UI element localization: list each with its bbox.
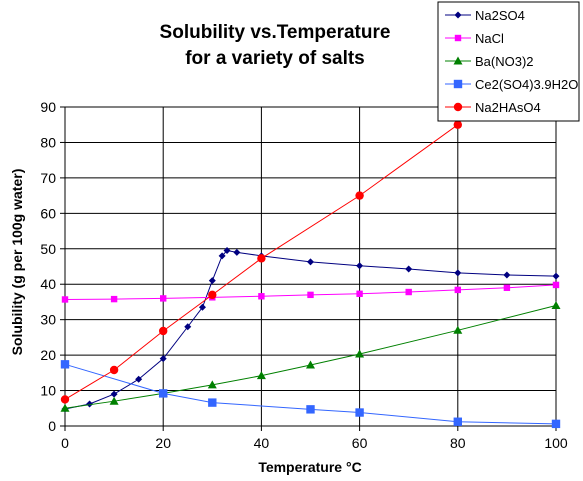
data-point-ce2-so4-3-9h2o xyxy=(306,405,315,414)
series-ba-no3-2 xyxy=(60,300,561,412)
data-point-na2so4 xyxy=(184,323,192,331)
data-point-ce2-so4-3-9h2o xyxy=(453,417,462,426)
data-point-na2so4 xyxy=(218,252,226,260)
series-line-ce2-so4-3-9h2o xyxy=(64,363,557,425)
data-point-na2so4 xyxy=(86,400,94,408)
data-point-na2haso4 xyxy=(355,191,364,200)
x-axis-title: Temperature °C xyxy=(258,459,361,475)
data-point-na2haso4 xyxy=(159,326,168,336)
y-tick-label: 40 xyxy=(40,276,56,292)
data-point-ba-no3-2 xyxy=(256,371,266,380)
series-line-ba-no3-2 xyxy=(64,305,557,409)
data-point-na2haso4 xyxy=(109,365,119,375)
series-nacl xyxy=(61,281,560,303)
data-point-ce2-so4-3-9h2o xyxy=(208,398,217,407)
data-point-na2haso4 xyxy=(208,290,217,300)
data-point-na2so4 xyxy=(110,390,118,398)
x-tick-label: 60 xyxy=(352,435,368,451)
data-point-ce2-so4-3-9h2o xyxy=(60,360,70,369)
data-point-na2so4 xyxy=(223,247,231,255)
x-tick-label: 80 xyxy=(450,435,466,451)
data-point-na2haso4 xyxy=(257,254,266,263)
x-tick-label: 20 xyxy=(155,435,171,451)
legend-entry-ba-no3-2: Ba(NO3)2 xyxy=(445,54,534,69)
y-tick-label: 80 xyxy=(40,134,56,150)
x-tick-label: 0 xyxy=(61,435,69,451)
legend-swatch-marker xyxy=(454,11,462,19)
legend-label: Na2SO4 xyxy=(475,8,525,23)
y-tick-label: 90 xyxy=(40,99,56,115)
data-point-nacl xyxy=(110,295,118,303)
y-tick-label: 30 xyxy=(40,312,56,328)
series-ce2-so4-3-9h2o xyxy=(60,360,561,429)
legend-label: Ce2(SO4)3.9H2O xyxy=(475,77,578,92)
data-point-ba-no3-2 xyxy=(551,300,561,309)
data-point-ba-no3-2 xyxy=(207,380,217,389)
tick-labels: 0 10 20 30 40 50 60 70 80 90 0 20 40 60 80 100 xyxy=(40,99,567,451)
data-point-ba-no3-2 xyxy=(306,360,315,369)
series-line-na2so4 xyxy=(64,250,557,410)
y-tick-label: 50 xyxy=(40,241,56,257)
legend-swatch-marker xyxy=(453,56,463,65)
data-point-nacl xyxy=(61,296,69,303)
y-tick-label: 60 xyxy=(40,205,56,221)
legend-swatch-marker xyxy=(454,34,462,42)
y-tick-label: 0 xyxy=(48,418,56,434)
data-point-nacl xyxy=(258,293,265,300)
data-point-na2so4 xyxy=(503,271,511,279)
legend-entry-ce2-so4-3-9h2o: Ce2(SO4)3.9H2O xyxy=(445,77,578,92)
data-point-na2so4 xyxy=(405,265,413,273)
data-point-ba-no3-2 xyxy=(355,349,365,358)
data-point-na2so4 xyxy=(135,375,143,383)
legend: Na2SO4 NaCl Ba(NO3)2 Ce2(SO4)3.9H2O Na2HAsO… xyxy=(437,1,580,122)
chart-title-line-1: Solubility vs.Temperature xyxy=(160,22,391,43)
legend-swatch-marker xyxy=(453,79,463,89)
y-tick-label: 20 xyxy=(40,347,56,363)
data-point-na2haso4 xyxy=(60,395,70,404)
data-point-nacl xyxy=(405,288,412,296)
data-point-na2so4 xyxy=(198,303,206,311)
x-tick-label: 40 xyxy=(254,435,270,451)
data-point-nacl xyxy=(552,281,560,289)
data-point-na2so4 xyxy=(208,277,216,285)
data-point-nacl xyxy=(160,295,167,302)
data-point-na2haso4 xyxy=(453,120,462,129)
series-na2haso4 xyxy=(60,120,462,404)
axes xyxy=(64,106,557,427)
legend-swatch-marker xyxy=(453,102,463,112)
data-point-nacl xyxy=(503,284,511,291)
y-axis-title: Solubility (g per 100g water) xyxy=(9,169,25,356)
legend-label: NaCl xyxy=(475,31,504,46)
series-na2so4 xyxy=(61,247,560,413)
legend-entry-na2haso4: Na2HAsO4 xyxy=(445,100,541,115)
data-point-nacl xyxy=(307,291,314,299)
y-tick-label: 70 xyxy=(40,170,56,186)
data-point-na2so4 xyxy=(552,272,560,280)
data-point-na2so4 xyxy=(307,258,314,266)
chart-title-line-2: for a variety of salts xyxy=(185,48,365,69)
data-point-na2so4 xyxy=(454,269,462,277)
x-tick-label: 100 xyxy=(544,435,568,451)
y-tick-label: 10 xyxy=(40,383,56,399)
data-point-ba-no3-2 xyxy=(453,325,463,334)
legend-entry-na2so4: Na2SO4 xyxy=(445,8,525,23)
data-point-nacl xyxy=(356,290,363,297)
legend-label: Ba(NO3)2 xyxy=(475,54,534,69)
series-group xyxy=(60,120,561,429)
data-point-ce2-so4-3-9h2o xyxy=(355,408,364,417)
plot-frame xyxy=(64,106,557,427)
data-point-na2so4 xyxy=(159,355,167,363)
legend-label: Na2HAsO4 xyxy=(475,100,541,115)
data-point-ce2-so4-3-9h2o xyxy=(551,419,561,429)
data-point-ba-no3-2 xyxy=(109,396,119,405)
data-point-na2so4 xyxy=(356,262,364,270)
data-point-ce2-so4-3-9h2o xyxy=(159,389,168,398)
data-point-na2so4 xyxy=(233,248,241,256)
data-point-nacl xyxy=(454,286,461,294)
legend-entry-nacl: NaCl xyxy=(445,31,504,46)
data-point-ba-no3-2 xyxy=(60,403,70,412)
